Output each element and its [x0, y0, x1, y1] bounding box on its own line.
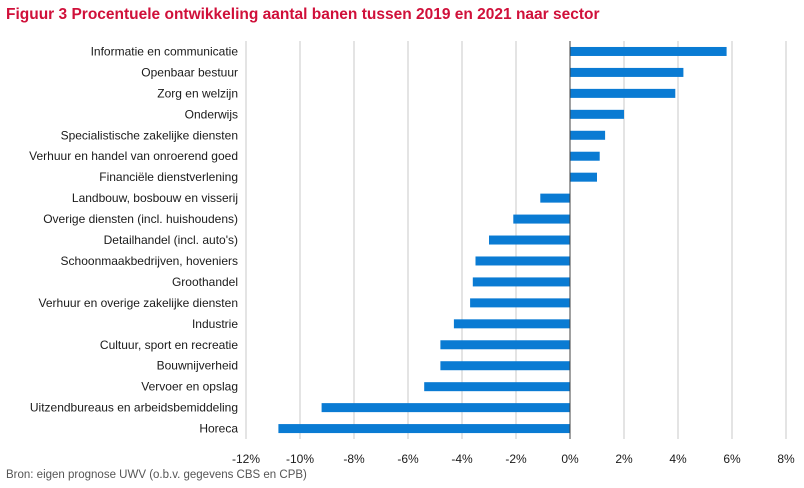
- category-labels: Informatie en communicatie Openbaar bestu…: [29, 44, 238, 435]
- category-label: Landbouw, bosbouw en visserij: [72, 191, 238, 205]
- category-label: Vervoer en opslag: [141, 380, 238, 394]
- bar: [570, 46, 727, 56]
- category-label: Schoonmaakbedrijven, hoveniers: [61, 254, 238, 268]
- bar: [321, 403, 570, 413]
- bar: [570, 151, 600, 161]
- category-label: Specialistische zakelijke diensten: [61, 128, 238, 142]
- bar: [453, 319, 570, 329]
- category-label: Uitzendbureaus en arbeidsbemiddeling: [30, 401, 238, 415]
- category-label: Bouwnijverheid: [157, 359, 238, 373]
- category-label: Onderwijs: [185, 107, 238, 121]
- category-label: Horeca: [199, 422, 238, 436]
- bars: [278, 46, 727, 434]
- category-label: Openbaar bestuur: [141, 65, 238, 79]
- category-label: Informatie en communicatie: [91, 44, 239, 58]
- bar: [540, 193, 570, 203]
- category-label: Cultuur, sport en recreatie: [100, 338, 238, 352]
- bar: [475, 256, 570, 266]
- x-tick-label: -6%: [397, 452, 419, 466]
- x-tick-label: -12%: [232, 452, 260, 466]
- bar: [513, 214, 570, 224]
- category-label: Financiële dienstverlening: [99, 170, 238, 184]
- x-tick-label: 8%: [777, 452, 795, 466]
- category-label: Detailhandel (incl. auto's): [104, 233, 238, 247]
- bar: [472, 277, 570, 287]
- x-tick-label: 6%: [723, 452, 741, 466]
- x-tick-label: 0%: [561, 452, 579, 466]
- bar: [489, 235, 570, 245]
- source-note: Bron: eigen prognose UWV (o.b.v. gegeven…: [6, 469, 307, 481]
- chart-title: Figuur 3 Procentuele ontwikkeling aantal…: [6, 6, 600, 23]
- x-tick-label: -4%: [451, 452, 473, 466]
- category-label: Overige diensten (incl. huishoudens): [43, 212, 238, 226]
- x-tick-label: -2%: [505, 452, 527, 466]
- x-tick-label: 2%: [615, 452, 633, 466]
- bar: [440, 361, 570, 371]
- bar: [570, 67, 684, 77]
- x-tick-label: -8%: [343, 452, 365, 466]
- x-tick-labels: -12% -10% -8% -6% -4% -2% 0% 2% 4% 6% 8%: [232, 452, 795, 466]
- category-label: Industrie: [192, 317, 238, 331]
- category-label: Verhuur en handel van onroerend goed: [29, 149, 238, 163]
- bar: [278, 424, 570, 434]
- x-tick-label: -10%: [286, 452, 314, 466]
- category-label: Groothandel: [172, 275, 238, 289]
- category-label: Zorg en welzijn: [157, 86, 238, 100]
- gridlines: [245, 41, 787, 440]
- category-label: Verhuur en overige zakelijke diensten: [39, 296, 238, 310]
- bar: [424, 382, 570, 392]
- bar: [570, 88, 676, 98]
- bar: [570, 109, 624, 119]
- bar: [440, 340, 570, 350]
- bar: [570, 130, 606, 140]
- bar: [470, 298, 570, 308]
- x-tick-label: 4%: [669, 452, 687, 466]
- bar: [570, 172, 597, 182]
